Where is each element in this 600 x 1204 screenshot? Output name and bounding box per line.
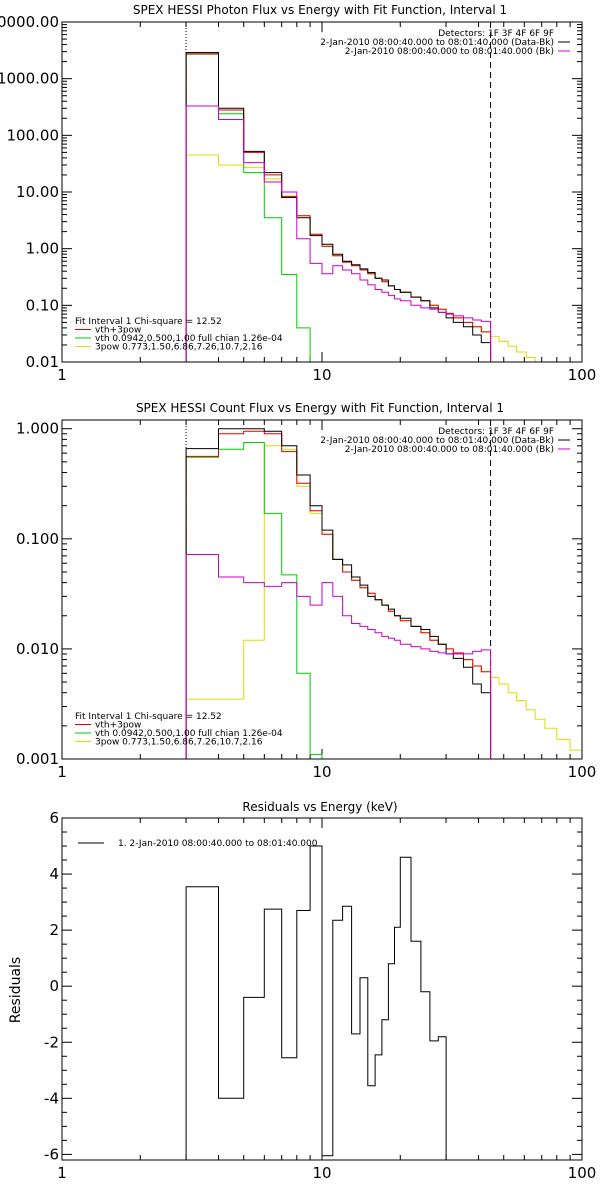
x-tick-label: 100 <box>568 763 597 781</box>
residuals-title: Residuals vs Energy (keV) <box>242 800 397 814</box>
plot-frame <box>61 817 583 1161</box>
residuals-panel: Residuals vs Energy (keV) Residuals 1 10 1… <box>8 800 596 1182</box>
x-tick-label: 10 <box>312 1164 331 1182</box>
x-tick-label: 100 <box>568 366 597 384</box>
series-1-step-line <box>185 53 323 362</box>
y-tick-label: 1.000 <box>16 420 59 438</box>
legend-top-entry: Detectors: 1F 3F 4F 6F 9F <box>438 427 554 437</box>
series-4-step-line <box>185 554 492 759</box>
y-tick-label: 4 <box>49 865 59 883</box>
plot-frame <box>61 21 583 363</box>
y-tick-label: 0000.00 <box>0 13 59 31</box>
legend-top-entry: Detectors: 1F 3F 4F 6F 9F <box>438 29 554 39</box>
count-flux-title: SPEX HESSI Count Flux vs Energy with Fit… <box>136 401 504 415</box>
series-2-step-line <box>185 53 492 362</box>
y-tick-label: 1000.00 <box>0 70 59 88</box>
legend-top-entry: 2-Jan-2010 08:00:40.000 to 08:01:40.000 … <box>320 38 554 48</box>
y-tick-label: 10.00 <box>16 183 59 201</box>
photon-flux-title: SPEX HESSI Photon Flux vs Energy with Fi… <box>133 3 507 17</box>
x-tick-label: 100 <box>568 1164 597 1182</box>
y-tick-label: 6 <box>49 809 59 827</box>
count-flux-panel: SPEX HESSI Count Flux vs Energy with Fit… <box>16 401 596 781</box>
series-0-step-line <box>185 445 582 759</box>
legend-fit-entry: Fit Interval 1 Chi-square = 12.52 <box>75 712 222 722</box>
y-tick-label: -4 <box>44 1089 59 1107</box>
x-tick-label: 1 <box>57 763 67 781</box>
y-tick-label: 0.01 <box>26 353 59 371</box>
x-tick-label: 10 <box>312 366 331 384</box>
series-0-step-line <box>185 845 447 1160</box>
y-tick-label: 0 <box>49 977 59 995</box>
legend-fit-entry: 3pow 0.773,1.50,6.86,7.26,10.7,2.16 <box>95 343 263 353</box>
series-4-step-line <box>185 105 492 362</box>
legend-fit-entry: Fit Interval 1 Chi-square = 12.52 <box>75 317 222 327</box>
y-tick-label: -2 <box>44 1033 59 1051</box>
residuals-ylabel: Residuals <box>8 957 24 1023</box>
legend-top-entry: 2-Jan-2010 08:00:40.000 to 08:01:40.000 … <box>345 47 554 57</box>
y-tick-label: 0.10 <box>26 296 59 314</box>
legend-top-entry: 1. 2-Jan-2010 08:00:40.000 to 08:01:40.0… <box>118 839 318 849</box>
y-tick-label: -6 <box>44 1145 59 1163</box>
series-2-step-line <box>185 430 492 759</box>
series-3-step-line <box>185 52 492 362</box>
series-3-step-line <box>185 428 492 759</box>
y-tick-label: 1.00 <box>26 240 59 258</box>
legend-fit-entry: vth+3pow <box>95 326 141 336</box>
legend-fit-entry: vth 0.0942,0.500,1.00 full chian 1.26e-0… <box>95 729 283 739</box>
x-tick-label: 10 <box>312 763 331 781</box>
photon-flux-panel: SPEX HESSI Photon Flux vs Energy with Fi… <box>0 3 596 384</box>
y-tick-label: 2 <box>49 921 59 939</box>
y-tick-label: 100.00 <box>7 126 60 144</box>
y-tick-label: 0.010 <box>16 640 59 658</box>
legend-top-entry: 2-Jan-2010 08:00:40.000 to 08:01:40.000 … <box>345 445 554 455</box>
legend-fit-entry: 3pow 0.773,1.50,6.86,7.26,10.7,2.16 <box>95 738 263 748</box>
x-tick-label: 1 <box>57 366 67 384</box>
legend-fit-entry: vth 0.0942,0.500,1.00 full chian 1.26e-0… <box>95 334 283 344</box>
x-tick-label: 1 <box>57 1164 67 1182</box>
legend-top-entry: 2-Jan-2010 08:00:40.000 to 08:01:40.000 … <box>320 436 554 446</box>
y-tick-label: 0.100 <box>16 530 59 548</box>
y-tick-label: 0.001 <box>16 750 59 768</box>
plot-frame <box>61 419 583 760</box>
legend-fit-entry: vth+3pow <box>95 721 141 731</box>
